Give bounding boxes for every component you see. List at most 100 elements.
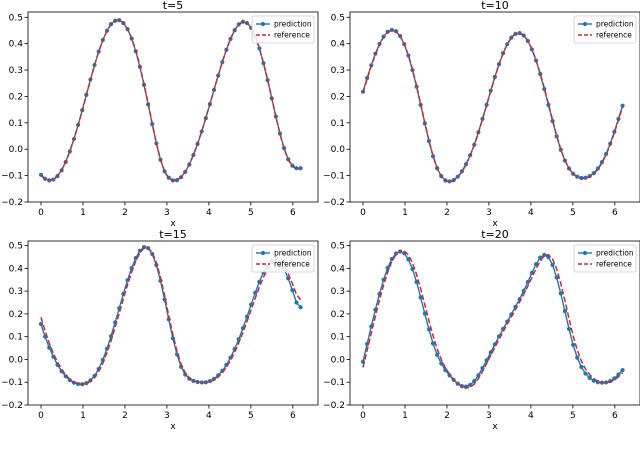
data-point bbox=[583, 371, 588, 376]
data-point bbox=[418, 295, 423, 300]
data-point bbox=[294, 166, 299, 171]
y-tick-label: 0.1 bbox=[331, 119, 345, 129]
data-point bbox=[38, 322, 44, 327]
y-tick-label: −0.1 bbox=[1, 172, 23, 182]
y-tick-label: 0.4 bbox=[9, 40, 24, 50]
data-point bbox=[84, 381, 89, 386]
data-point bbox=[389, 256, 394, 262]
y-tick-label: 0.0 bbox=[9, 355, 24, 365]
x-axis-label: x bbox=[492, 219, 498, 229]
data-point bbox=[430, 341, 436, 346]
y-tick-label: 0.5 bbox=[331, 13, 345, 23]
data-point bbox=[620, 103, 625, 108]
data-point bbox=[422, 311, 427, 316]
legend-label: prediction bbox=[596, 249, 634, 258]
data-point bbox=[96, 49, 101, 54]
y-tick-label: 0.2 bbox=[331, 92, 345, 102]
chart-panel-4: t=20 0 1 2 3 4 5 6 −0.2 −0.1 0.0 0.1 0.2 0.3 0.4 0.5 x pr… bbox=[323, 228, 640, 432]
legend-box bbox=[251, 244, 315, 273]
y-tick-label: 0.4 bbox=[9, 264, 24, 274]
y-tick-label: −0.2 bbox=[323, 401, 345, 411]
data-point bbox=[426, 327, 432, 332]
x-tick-label: 2 bbox=[444, 208, 450, 218]
y-tick-label: 0.2 bbox=[9, 310, 23, 320]
y-tick-label: −0.1 bbox=[1, 378, 23, 388]
x-axis-label: x bbox=[170, 219, 176, 229]
data-point bbox=[571, 342, 576, 347]
x-axis-label: x bbox=[170, 422, 176, 432]
y-tick-label: −0.2 bbox=[1, 401, 23, 411]
legend-label: reference bbox=[596, 260, 632, 269]
data-point bbox=[298, 305, 303, 310]
data-point bbox=[542, 252, 547, 257]
legend-label: prediction bbox=[274, 249, 312, 258]
legend: prediction reference bbox=[573, 15, 637, 44]
data-point bbox=[414, 84, 419, 89]
data-point bbox=[261, 61, 266, 66]
x-tick-label: 0 bbox=[360, 411, 366, 421]
x-tick-label: 2 bbox=[122, 411, 128, 421]
y-tick-label: 0.0 bbox=[331, 355, 346, 365]
legend-box bbox=[573, 244, 637, 273]
x-tick-label: 1 bbox=[402, 411, 408, 421]
data-point bbox=[542, 86, 547, 92]
data-point bbox=[426, 138, 432, 144]
y-tick-label: 0.5 bbox=[9, 13, 23, 23]
data-point bbox=[562, 309, 568, 314]
data-point bbox=[290, 288, 295, 293]
legend-label: prediction bbox=[596, 20, 634, 29]
x-tick-label: 5 bbox=[570, 411, 576, 421]
x-tick-label: 4 bbox=[206, 208, 212, 218]
legend-label: reference bbox=[596, 31, 632, 40]
x-tick-label: 0 bbox=[38, 208, 44, 218]
x-tick-label: 3 bbox=[164, 208, 170, 218]
y-tick-label: 0.2 bbox=[331, 310, 345, 320]
data-point bbox=[587, 375, 592, 380]
y-tick-label: 0.1 bbox=[9, 333, 23, 343]
y-tick-label: −0.2 bbox=[1, 198, 23, 208]
y-tick-label: 0.1 bbox=[9, 119, 23, 129]
x-tick-label: 3 bbox=[164, 411, 170, 421]
data-point bbox=[575, 355, 580, 360]
x-tick-label: 5 bbox=[570, 208, 576, 218]
plot-frame bbox=[349, 11, 640, 203]
data-point bbox=[488, 350, 493, 355]
y-tick-label: 0.1 bbox=[331, 333, 345, 343]
y-tick-label: 0.4 bbox=[331, 264, 346, 274]
y-tick-label: 0.3 bbox=[331, 66, 345, 76]
data-point bbox=[435, 352, 440, 357]
data-point bbox=[558, 291, 563, 296]
chart-panel-3: t=15 0 1 2 3 4 5 6 −0.2 −0.1 0.0 0.1 0.2 0.3 0.4 0.5 x pr… bbox=[1, 228, 319, 432]
series-line-prediction bbox=[362, 250, 624, 388]
y-tick-label: 0.3 bbox=[331, 287, 345, 297]
data-point bbox=[484, 102, 489, 107]
x-tick-label: 1 bbox=[80, 208, 86, 218]
data-point bbox=[447, 179, 452, 184]
legend: prediction reference bbox=[251, 244, 315, 273]
chart-title: t=10 bbox=[481, 0, 509, 12]
y-tick-label: 0.5 bbox=[331, 242, 345, 252]
x-tick-label: 2 bbox=[122, 208, 128, 218]
series-group bbox=[360, 249, 625, 389]
plot-frame bbox=[27, 240, 319, 406]
series-line-reference bbox=[362, 249, 624, 389]
x-tick-label: 5 bbox=[248, 208, 254, 218]
data-point bbox=[566, 326, 572, 332]
x-tick-label: 6 bbox=[290, 208, 296, 218]
y-tick-label: 0.0 bbox=[331, 145, 346, 155]
data-point bbox=[414, 279, 419, 285]
data-point bbox=[612, 376, 617, 381]
x-tick-label: 2 bbox=[444, 411, 450, 421]
x-tick-label: 5 bbox=[248, 411, 254, 421]
data-point bbox=[554, 275, 559, 280]
plot-frame bbox=[27, 11, 319, 203]
data-point bbox=[253, 290, 258, 295]
y-tick-label: 0.0 bbox=[9, 145, 24, 155]
x-tick-label: 6 bbox=[612, 411, 618, 421]
data-point bbox=[137, 248, 142, 253]
x-axis-label: x bbox=[492, 422, 498, 432]
x-tick-label: 4 bbox=[528, 411, 534, 421]
chart-panel-1: t=5 0 1 2 3 4 5 6 −0.2 −0.1 0.0 0.1 0.2 0.3 0.4 0.5 x pre… bbox=[1, 0, 319, 229]
